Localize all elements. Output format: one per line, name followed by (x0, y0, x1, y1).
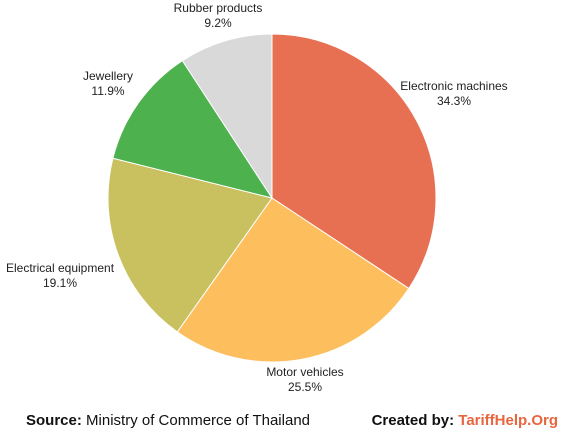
slice-label: Rubber products (174, 1, 263, 15)
source-text: Ministry of Commerce of Thailand (86, 412, 310, 429)
created-colon: : (449, 412, 455, 429)
footer: Source: Ministry of Commerce of Thailand… (0, 408, 570, 432)
pie-slice-motor-vehicles (176, 197, 410, 363)
slice-value-label: 25.5% (288, 380, 322, 394)
source-credit: Source: Ministry of Commerce of Thailand (26, 412, 310, 429)
source-prefix: Source: (26, 412, 82, 429)
pie-slice-rubber-products (181, 33, 273, 200)
slice-value-label: 19.1% (43, 276, 77, 290)
slice-value-label: 11.9% (91, 84, 124, 98)
brand-name: TariffHelp.Org (458, 412, 558, 429)
pie-slice-electrical-equipment (107, 157, 273, 333)
slice-label: Motor vehicles (266, 365, 343, 379)
pie-slices (107, 33, 437, 363)
slice-label: Electronic machines (400, 79, 507, 93)
pie-slice-jewellery (112, 59, 274, 199)
created-prefix: Created by (371, 412, 450, 429)
created-by-credit: Created by: TariffHelp.Org (372, 412, 558, 429)
slice-label: Electrical equipment (6, 261, 115, 275)
slice-value-label: 34.3% (437, 94, 471, 108)
slice-label: Jewellery (83, 69, 133, 83)
slice-value-label: 9.2% (204, 16, 232, 30)
